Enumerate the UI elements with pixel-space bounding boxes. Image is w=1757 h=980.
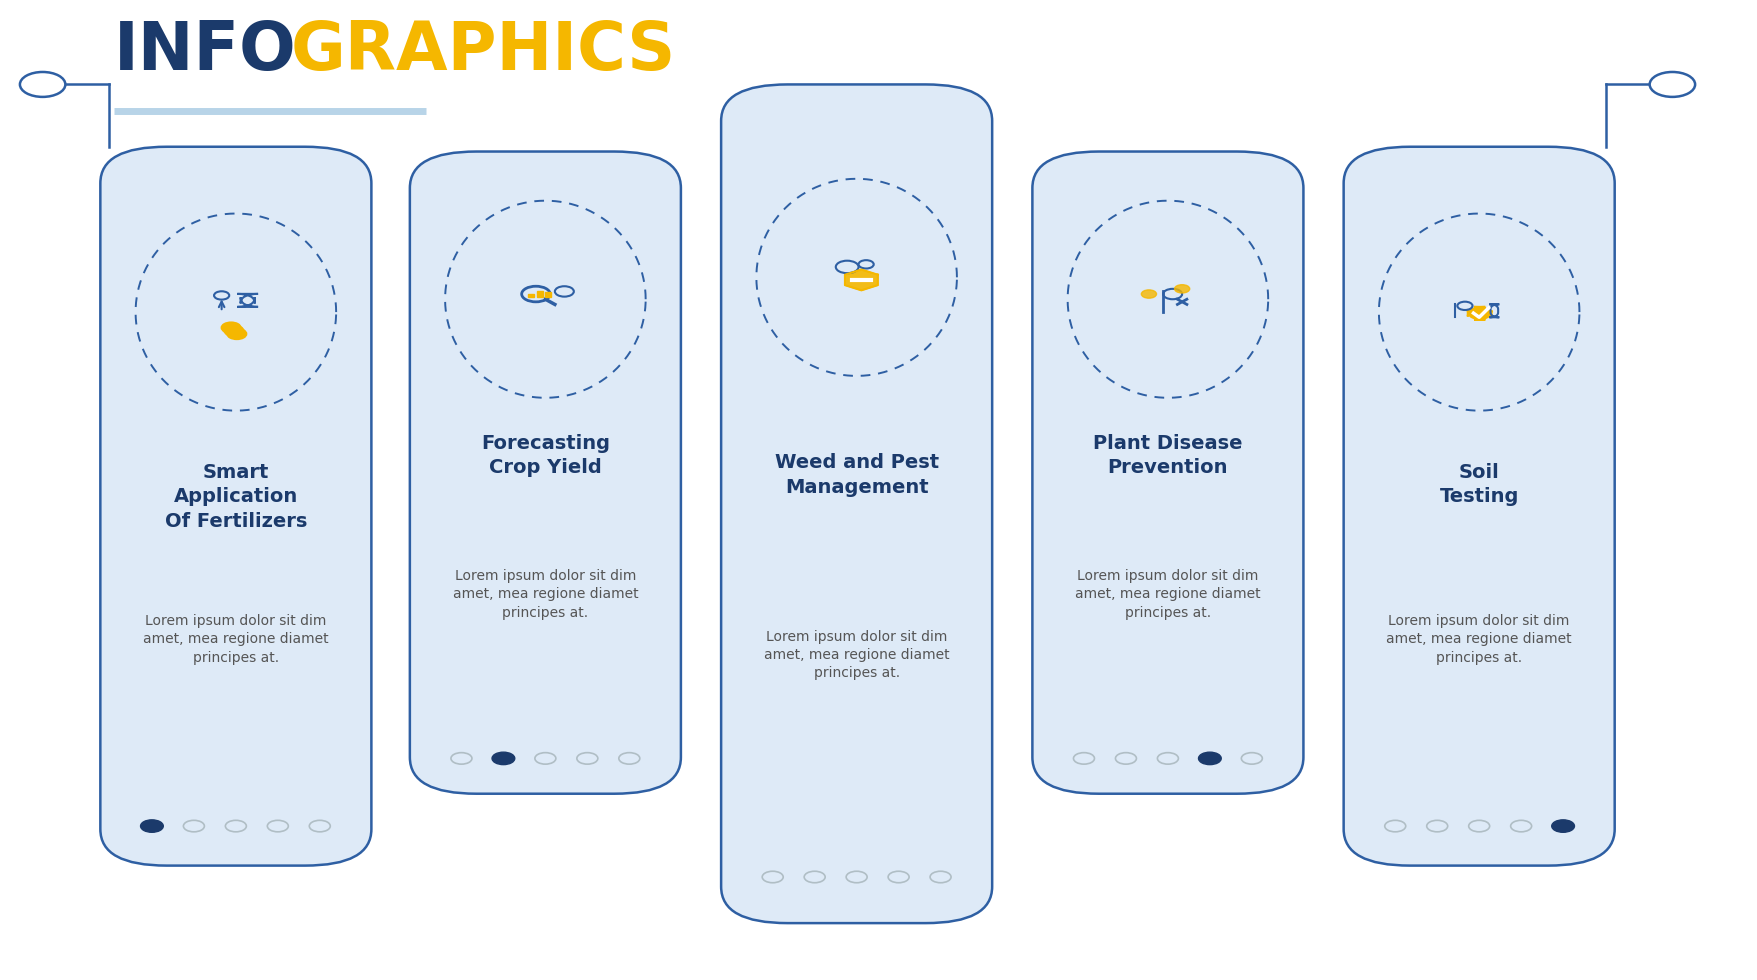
Circle shape (1174, 284, 1189, 293)
Text: Lorem ipsum dolor sit dim
amet, mea regione diamet
principes at.: Lorem ipsum dolor sit dim amet, mea regi… (142, 614, 329, 664)
Text: Forecasting
Crop Yield: Forecasting Crop Yield (481, 434, 610, 477)
Text: Lorem ipsum dolor sit dim
amet, mea regione diamet
principes at.: Lorem ipsum dolor sit dim amet, mea regi… (1075, 569, 1262, 619)
Circle shape (1198, 753, 1221, 764)
Text: Weed and Pest
Management: Weed and Pest Management (775, 454, 938, 497)
Text: Smart
Application
Of Fertilizers: Smart Application Of Fertilizers (165, 463, 307, 530)
Circle shape (1650, 72, 1696, 97)
Text: Lorem ipsum dolor sit dim
amet, mea regione diamet
principes at.: Lorem ipsum dolor sit dim amet, mea regi… (764, 629, 949, 680)
Circle shape (1142, 290, 1156, 298)
Circle shape (492, 753, 515, 764)
FancyBboxPatch shape (1033, 152, 1304, 794)
FancyBboxPatch shape (538, 291, 543, 297)
Circle shape (19, 72, 65, 97)
Text: Soil
Testing: Soil Testing (1439, 463, 1518, 507)
Text: Lorem ipsum dolor sit dim
amet, mea regione diamet
principes at.: Lorem ipsum dolor sit dim amet, mea regi… (453, 569, 638, 619)
FancyBboxPatch shape (529, 294, 534, 297)
Circle shape (141, 820, 163, 832)
FancyBboxPatch shape (545, 292, 552, 297)
Circle shape (1551, 820, 1574, 832)
Circle shape (221, 322, 241, 333)
Text: Lorem ipsum dolor sit dim
amet, mea regione diamet
principes at.: Lorem ipsum dolor sit dim amet, mea regi… (1386, 614, 1573, 664)
FancyBboxPatch shape (100, 147, 371, 865)
Circle shape (225, 325, 244, 336)
Text: Plant Disease
Prevention: Plant Disease Prevention (1093, 434, 1242, 477)
FancyBboxPatch shape (409, 152, 682, 794)
Circle shape (19, 72, 65, 97)
Text: GRAPHICS: GRAPHICS (292, 19, 676, 84)
FancyBboxPatch shape (1467, 307, 1492, 319)
Text: INFO: INFO (114, 19, 297, 84)
Circle shape (227, 328, 246, 339)
FancyBboxPatch shape (720, 84, 993, 923)
FancyBboxPatch shape (1344, 147, 1615, 865)
Polygon shape (845, 270, 878, 290)
Circle shape (1650, 72, 1696, 97)
